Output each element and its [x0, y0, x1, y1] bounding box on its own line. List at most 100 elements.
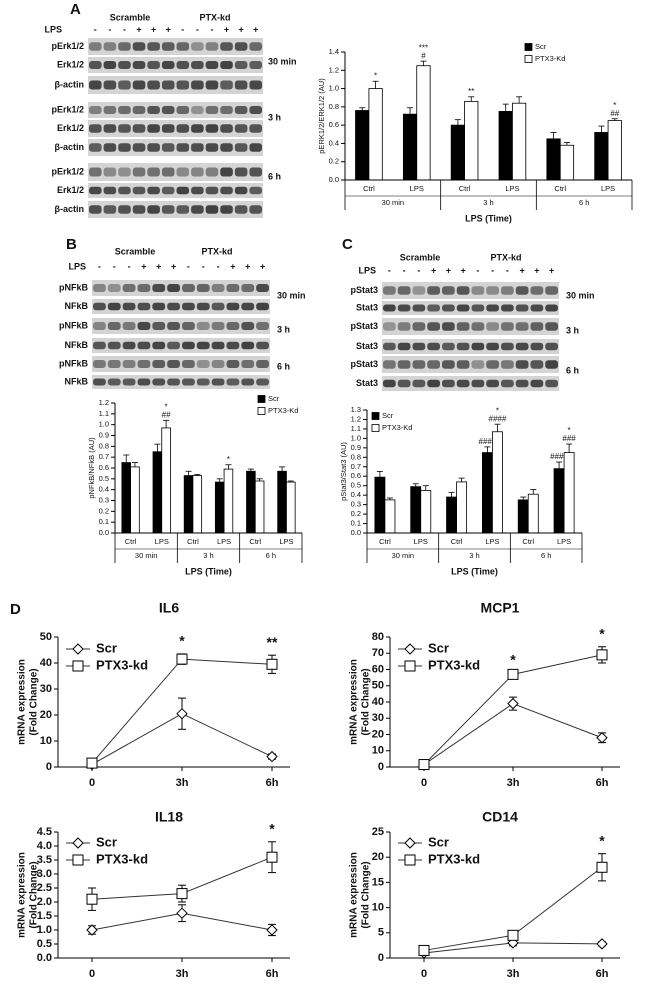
- y-tick-label: 0.0: [37, 952, 52, 964]
- lps-sign: -: [403, 265, 406, 275]
- error-bar: [407, 107, 414, 115]
- bar: [130, 466, 140, 534]
- blot-band: [176, 143, 190, 152]
- significance: *: [165, 402, 168, 411]
- x-axis-label: LPS (Time): [465, 213, 512, 223]
- error-bar: [563, 142, 570, 146]
- y-axis-label: pNFkB/NFkB (AU): [87, 437, 96, 499]
- blot-band: [545, 304, 558, 312]
- significance: **: [468, 87, 474, 96]
- y-tick-label: 0.0: [329, 175, 339, 184]
- blot-band: [249, 143, 262, 152]
- blot-band: [515, 322, 529, 331]
- bar: [527, 493, 539, 534]
- blot-band: [226, 378, 240, 386]
- bar: [192, 475, 203, 534]
- significance: ###: [562, 434, 576, 443]
- y-axis-label: (Fold Change): [361, 668, 372, 735]
- marker: [176, 888, 188, 900]
- blot-row-label: pStat3: [350, 321, 378, 331]
- lps-sign: +: [460, 265, 465, 275]
- blot-band: [147, 143, 160, 152]
- blot-band: [182, 284, 195, 292]
- lps-sign: -: [217, 261, 220, 271]
- blot-band: [412, 379, 426, 388]
- legend-marker: [404, 660, 416, 672]
- blot-band: [161, 143, 175, 152]
- blot-band: [234, 124, 248, 133]
- x-tick-label: LPS: [505, 184, 519, 193]
- blot-band: [107, 284, 121, 292]
- legend-swatch: [371, 412, 380, 420]
- blot-band: [176, 124, 190, 133]
- bar: [355, 110, 370, 181]
- error-bar: [287, 480, 294, 483]
- error-bar: [598, 125, 605, 133]
- blot-strip: [88, 38, 263, 55]
- blot-time: 30 min: [277, 290, 306, 300]
- blot-band: [152, 322, 166, 330]
- y-tick-label: 0.5: [37, 938, 52, 950]
- blot-band: [107, 322, 121, 330]
- error-bar: [247, 468, 254, 472]
- lps-sign: +: [230, 261, 235, 271]
- blot-band: [89, 205, 102, 214]
- blot-band: [211, 302, 225, 311]
- error-bar: [484, 446, 491, 453]
- group-label: 6 h: [541, 551, 551, 560]
- blot-band: [147, 106, 160, 114]
- blot-band: [383, 342, 396, 351]
- blot-header: PTX-kd: [201, 246, 232, 256]
- blot-band: [137, 284, 151, 292]
- blot-band: [501, 360, 514, 369]
- error-bar: [611, 118, 618, 121]
- bar: [512, 102, 527, 181]
- bar: [254, 480, 265, 534]
- lps-sign: -: [108, 24, 111, 34]
- lps-sign: +: [519, 265, 524, 275]
- blot-band: [176, 42, 190, 51]
- significance: ##: [162, 410, 171, 419]
- x-tick-label: 0: [421, 968, 427, 980]
- blot-band: [226, 322, 240, 330]
- lps-sign: +: [245, 261, 250, 271]
- blot-band: [501, 286, 514, 295]
- blot-band: [412, 360, 426, 369]
- marker: [86, 757, 98, 769]
- blot-strip: [382, 318, 559, 335]
- blot-band: [89, 124, 102, 133]
- blot-band: [93, 360, 106, 368]
- y-tick-label: 0.2: [99, 506, 109, 515]
- marker: [507, 697, 519, 710]
- blot-band: [132, 167, 146, 177]
- blot-band: [515, 360, 529, 369]
- error-bar: [454, 119, 461, 126]
- blot-band: [196, 341, 210, 350]
- marker: [596, 732, 608, 744]
- bar: [446, 496, 457, 534]
- blot-band: [241, 378, 255, 386]
- legend-label: Scr: [96, 834, 117, 849]
- marker: [596, 861, 608, 873]
- lps-sign: +: [446, 265, 451, 275]
- y-tick-label: 30: [372, 712, 384, 724]
- y-tick-label: 1.1: [351, 424, 361, 433]
- blot-band: [132, 80, 146, 90]
- blot-band: [132, 42, 146, 51]
- blot-band: [176, 205, 190, 214]
- blot-band: [152, 341, 166, 350]
- bar: [420, 490, 432, 534]
- blot-band: [93, 341, 106, 350]
- blot-band: [471, 360, 485, 369]
- blot-band: [226, 360, 240, 368]
- blot-strip: [92, 356, 270, 372]
- significance: *: [510, 651, 516, 667]
- blot-band: [205, 80, 219, 90]
- blot-header: Scramble: [110, 12, 151, 22]
- bar: [607, 120, 622, 181]
- legend-swatch: [524, 55, 533, 63]
- x-tick-label: Ctrl: [451, 537, 463, 546]
- blot-band: [161, 205, 175, 214]
- error-bar: [123, 454, 130, 463]
- y-tick-label: 10: [372, 902, 384, 914]
